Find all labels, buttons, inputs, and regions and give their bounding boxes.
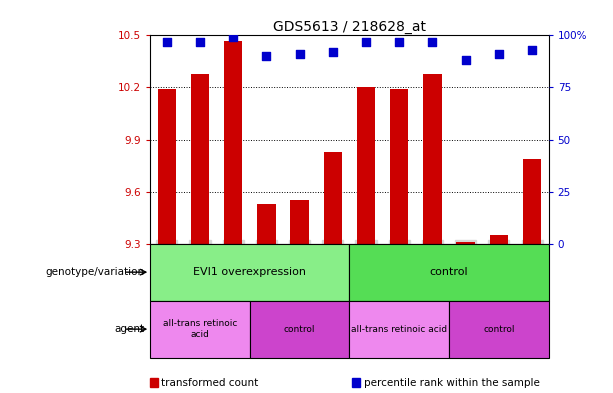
- Bar: [457, 242, 474, 244]
- Point: [361, 39, 371, 45]
- Bar: [224, 40, 242, 244]
- Bar: [158, 89, 176, 244]
- Bar: [357, 87, 375, 244]
- Bar: [291, 200, 309, 244]
- Text: control: control: [284, 325, 315, 334]
- Point: [527, 47, 537, 53]
- Text: EVI1 overexpression: EVI1 overexpression: [193, 267, 306, 277]
- Bar: [257, 204, 275, 244]
- Point: [494, 51, 504, 57]
- Text: control: control: [430, 267, 468, 277]
- Point: [328, 49, 338, 55]
- Title: GDS5613 / 218628_at: GDS5613 / 218628_at: [273, 20, 426, 34]
- Text: all-trans retinoic acid: all-trans retinoic acid: [351, 325, 447, 334]
- Bar: [349, 244, 549, 301]
- Text: control: control: [483, 325, 514, 334]
- Bar: [324, 152, 342, 244]
- Bar: [150, 244, 349, 301]
- Bar: [349, 301, 449, 358]
- Point: [394, 39, 404, 45]
- Bar: [250, 301, 349, 358]
- Text: all-trans retinoic
acid: all-trans retinoic acid: [163, 320, 237, 339]
- Bar: [191, 73, 209, 244]
- Text: percentile rank within the sample: percentile rank within the sample: [364, 378, 539, 387]
- Point: [262, 53, 272, 59]
- Bar: [523, 159, 541, 244]
- Text: transformed count: transformed count: [161, 378, 259, 387]
- Bar: [150, 301, 250, 358]
- Text: genotype/variation: genotype/variation: [45, 267, 144, 277]
- Bar: [390, 89, 408, 244]
- Point: [228, 34, 238, 40]
- Point: [195, 39, 205, 45]
- Point: [295, 51, 305, 57]
- Bar: [424, 73, 441, 244]
- Point: [461, 57, 471, 64]
- Bar: [490, 235, 508, 244]
- Bar: [449, 301, 549, 358]
- Text: agent: agent: [114, 324, 144, 334]
- Point: [427, 39, 437, 45]
- Point: [162, 39, 172, 45]
